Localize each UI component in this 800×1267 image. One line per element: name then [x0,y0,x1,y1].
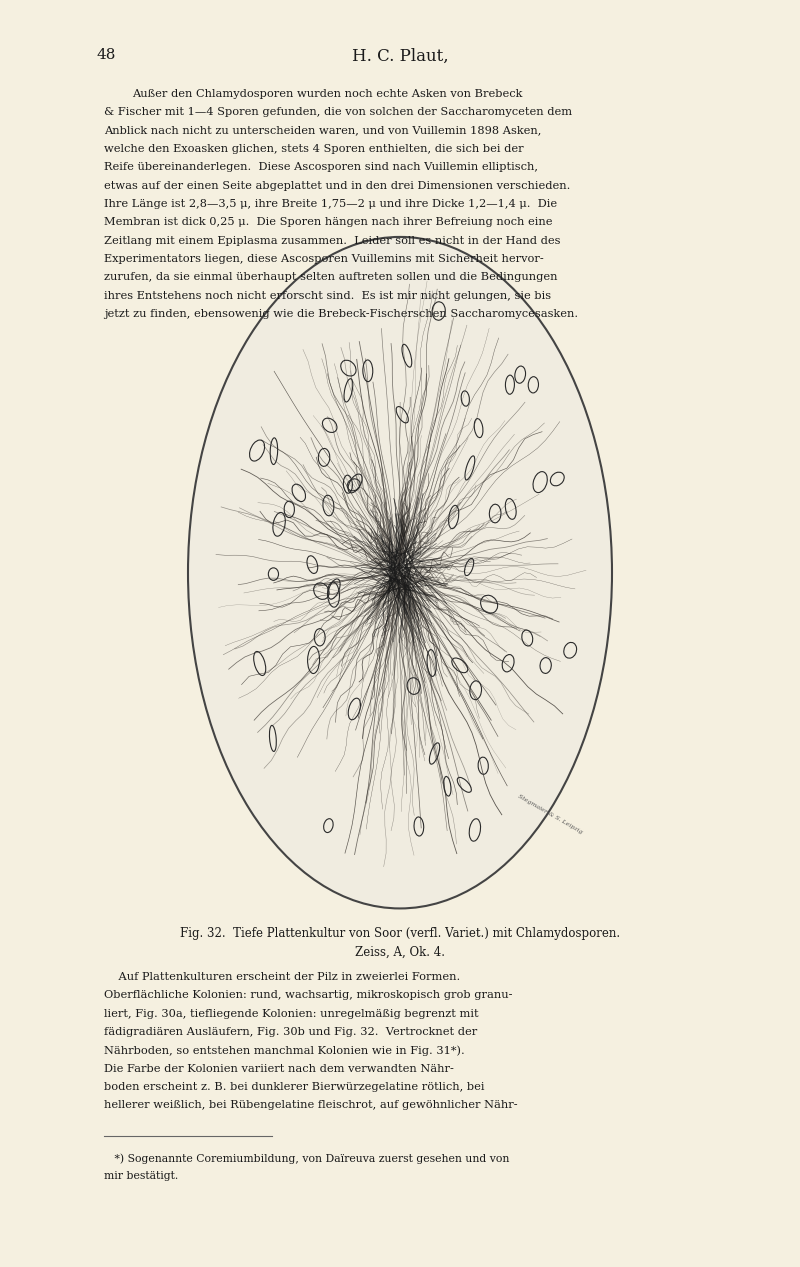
Text: Membran ist dick 0,25 μ.  Die Sporen hängen nach ihrer Befreiung noch eine: Membran ist dick 0,25 μ. Die Sporen häng… [104,218,553,227]
Text: *) Sogenannte Coremiumbildung, von Daïreuva zuerst gesehen und von: *) Sogenannte Coremiumbildung, von Daïre… [104,1153,510,1163]
Text: jetzt zu finden, ebensowenig wie die Brebeck-Fischerschen Saccharomycesasken.: jetzt zu finden, ebensowenig wie die Bre… [104,309,578,319]
Text: mir bestätigt.: mir bestätigt. [104,1171,178,1181]
Text: liert, Fig. 30a, tiefliegende Kolonien: unregelmäßig begrenzt mit: liert, Fig. 30a, tiefliegende Kolonien: … [104,1009,478,1019]
Text: fädigradiären Ausläufern, Fig. 30b und Fig. 32.  Vertrocknet der: fädigradiären Ausläufern, Fig. 30b und F… [104,1026,478,1036]
Text: welche den Exoasken glichen, stets 4 Sporen enthielten, die sich bei der: welche den Exoasken glichen, stets 4 Spo… [104,143,524,153]
Text: Außer den Chlamydosporen wurden noch echte Asken von Brebeck: Außer den Chlamydosporen wurden noch ech… [132,89,522,99]
Text: Die Farbe der Kolonien variiert nach dem verwandten Nähr-: Die Farbe der Kolonien variiert nach dem… [104,1064,454,1073]
Text: zurufen, da sie einmal überhaupt selten auftreten sollen und die Bedingungen: zurufen, da sie einmal überhaupt selten … [104,272,558,283]
Text: Oberflächliche Kolonien: rund, wachsartig, mikroskopisch grob granu-: Oberflächliche Kolonien: rund, wachsarti… [104,991,513,1000]
Text: Nährboden, so entstehen manchmal Kolonien wie in Fig. 31*).: Nährboden, so entstehen manchmal Kolonie… [104,1045,465,1055]
Text: Fig. 32.  Tiefe Plattenkultur von Soor (verfl. Variet.) mit Chlamydosporen.: Fig. 32. Tiefe Plattenkultur von Soor (v… [180,927,620,940]
Text: boden erscheint z. B. bei dunklerer Bierwürzegelatine rötlich, bei: boden erscheint z. B. bei dunklerer Bier… [104,1082,485,1092]
Text: & Fischer mit 1—4 Sporen gefunden, die von solchen der Saccharomyceten dem: & Fischer mit 1—4 Sporen gefunden, die v… [104,106,572,117]
Text: Anblick nach nicht zu unterscheiden waren, und von Vuillemin 1898 Asken,: Anblick nach nicht zu unterscheiden ware… [104,125,542,136]
Text: hellerer weißlich, bei Rübengelatine fleischrot, auf gewöhnlicher Nähr-: hellerer weißlich, bei Rübengelatine fle… [104,1100,518,1110]
Text: ihres Entstehens noch nicht erforscht sind.  Es ist mir nicht gelungen, sie bis: ihres Entstehens noch nicht erforscht si… [104,290,551,300]
Text: Ihre Länge ist 2,8—3,5 μ, ihre Breite 1,75—2 μ und ihre Dicke 1,2—1,4 μ.  Die: Ihre Länge ist 2,8—3,5 μ, ihre Breite 1,… [104,199,557,209]
Text: H. C. Plaut,: H. C. Plaut, [352,48,448,65]
Text: etwas auf der einen Seite abgeplattet und in den drei Dimensionen verschieden.: etwas auf der einen Seite abgeplattet un… [104,180,570,190]
Text: Experimentators liegen, diese Ascosporen Vuillemins mit Sicherheit hervor-: Experimentators liegen, diese Ascosporen… [104,253,544,264]
Text: Zeitlang mit einem Epiplasma zusammen.  Leider soll es nicht in der Hand des: Zeitlang mit einem Epiplasma zusammen. L… [104,236,561,246]
Text: Reife übereinanderlegen.  Diese Ascosporen sind nach Vuillemin elliptisch,: Reife übereinanderlegen. Diese Ascospore… [104,162,538,172]
Text: Auf Plattenkulturen erscheint der Pilz in zweierlei Formen.: Auf Plattenkulturen erscheint der Pilz i… [104,972,460,982]
Text: 48: 48 [96,48,115,62]
Text: Stegmaier & S. Leipzig: Stegmaier & S. Leipzig [517,794,583,835]
Circle shape [188,237,612,908]
Text: Zeiss, A, Ok. 4.: Zeiss, A, Ok. 4. [355,945,445,959]
